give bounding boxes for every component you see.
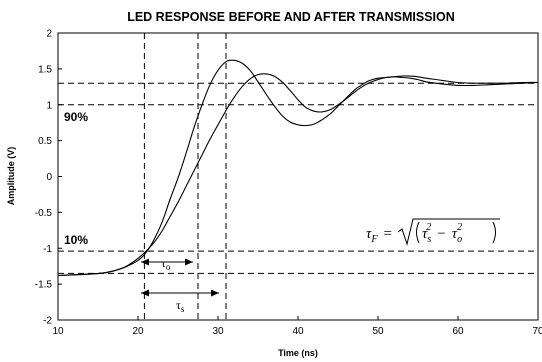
y-tick-label: 1.5 — [38, 64, 52, 75]
svg-text:τF=: τF = — [366, 226, 392, 245]
svg-text:τs2−τo2: τs2− τo2 — [422, 222, 462, 245]
reference-lines — [58, 33, 538, 320]
y-tick-label: -2 — [43, 316, 52, 327]
series-group — [57, 59, 539, 277]
x-tick-label: 40 — [292, 326, 304, 337]
x-tick-label: 60 — [452, 326, 464, 337]
tau-s-label: τs — [176, 298, 185, 314]
y-tick-label: 1 — [46, 100, 52, 111]
formula: τF = τs2− τo2 — [366, 218, 500, 246]
x-tick-label: 70 — [532, 326, 542, 337]
level-90-label: 90% — [64, 110, 88, 124]
plot-area — [57, 32, 539, 321]
x-axis-label: Time (ns) — [278, 348, 318, 358]
y-axis-label: Amplitude (V) — [6, 147, 16, 206]
x-tick-label: 10 — [52, 326, 64, 337]
tau-o-arrow — [141, 258, 193, 266]
y-tick-label: -1.5 — [35, 280, 53, 291]
y-tick-label: -1 — [43, 244, 52, 255]
y-tick-label: 0.5 — [38, 136, 52, 147]
chart-title: LED RESPONSE BEFORE AND AFTER TRANSMISSI… — [127, 10, 455, 24]
y-tick-label: -0.5 — [35, 208, 53, 219]
y-tick-label: 2 — [46, 29, 52, 40]
y-axis: 2 1.5 1 0.5 0 -0.5 -1 -1.5 -2 — [35, 29, 62, 327]
tau-s-arrow — [141, 289, 219, 297]
series-line-1 — [57, 59, 539, 277]
x-tick-label: 20 — [132, 326, 144, 337]
x-axis: 10 20 30 40 50 60 70 — [52, 316, 542, 337]
x-tick-label: 30 — [212, 326, 224, 337]
x-tick-label: 50 — [372, 326, 384, 337]
level-10-label: 10% — [64, 233, 88, 247]
tau-o-label: τo — [161, 256, 171, 272]
y-tick-label: 0 — [46, 172, 52, 183]
series-line-2 — [57, 73, 539, 277]
